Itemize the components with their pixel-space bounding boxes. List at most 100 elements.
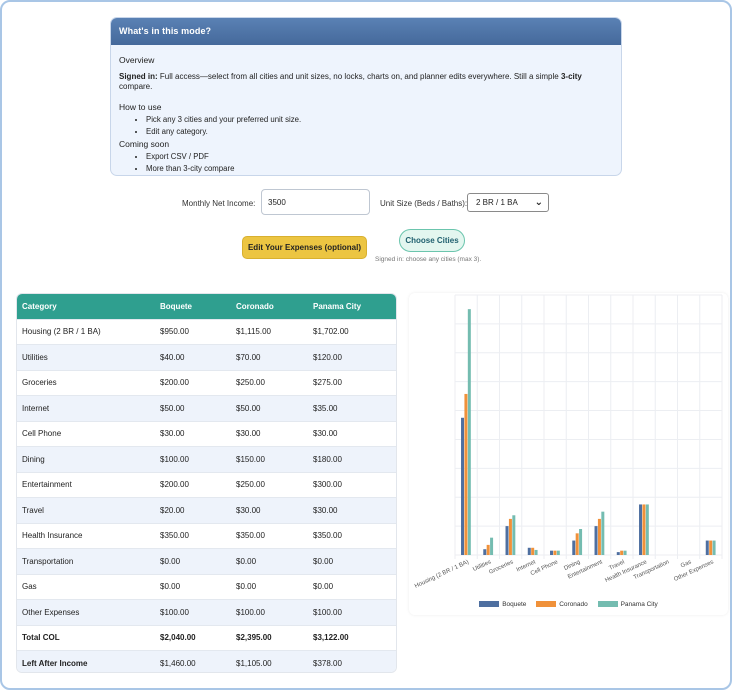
- row-value[interactable]: $30.00: [231, 497, 308, 523]
- cost-table: Category Boquete Coronado Panama City Ho…: [16, 293, 397, 673]
- row-value[interactable]: $50.00: [231, 395, 308, 421]
- row-value[interactable]: $30.00: [308, 420, 396, 447]
- row-value[interactable]: $350.00: [308, 522, 396, 549]
- bar-boquete[interactable]: [527, 547, 531, 555]
- row-category: Left After Income: [17, 650, 155, 672]
- choose-cities-button[interactable]: Choose Cities: [399, 229, 465, 252]
- chart-legend[interactable]: Boquete Coronado Panama City: [409, 601, 728, 608]
- bar-boquete[interactable]: [616, 552, 620, 555]
- bar-coronado[interactable]: [486, 544, 490, 555]
- bar-boquete[interactable]: [705, 540, 709, 555]
- cities-note: Signed in: choose any cities (max 3).: [375, 256, 482, 263]
- compare-text: compare.: [119, 82, 153, 92]
- bar-panama-city[interactable]: [512, 515, 516, 555]
- bar-boquete[interactable]: [550, 550, 554, 555]
- row-value[interactable]: $2,040.00: [155, 624, 231, 651]
- info-title: What's in this mode?: [111, 18, 621, 45]
- row-value[interactable]: $100.00: [155, 599, 231, 625]
- bar-boquete[interactable]: [483, 549, 487, 555]
- soon-item: More than 3-city compare: [146, 164, 613, 173]
- row-value[interactable]: $150.00: [231, 446, 308, 472]
- row-category: Travel: [17, 497, 155, 523]
- row-value[interactable]: $275.00: [308, 369, 396, 396]
- bar-coronado[interactable]: [508, 518, 512, 555]
- edit-expenses-button[interactable]: Edit Your Expenses (optional): [242, 236, 367, 259]
- row-value[interactable]: $30.00: [231, 420, 308, 447]
- row-value[interactable]: $35.00: [308, 395, 396, 421]
- row-value[interactable]: $250.00: [231, 471, 308, 498]
- row-value[interactable]: $20.00: [155, 497, 231, 523]
- row-value[interactable]: $1,702.00: [308, 318, 396, 345]
- row-value[interactable]: $200.00: [155, 369, 231, 396]
- row-value[interactable]: $100.00: [155, 446, 231, 472]
- row-value[interactable]: $300.00: [308, 471, 396, 498]
- row-value[interactable]: $378.00: [308, 650, 396, 672]
- legend-item-boquete[interactable]: Boquete: [479, 601, 526, 608]
- bar-panama-city[interactable]: [579, 529, 583, 555]
- unit-size-value: 2 BR / 1 BA: [476, 198, 518, 207]
- row-value[interactable]: $50.00: [155, 395, 231, 421]
- row-value[interactable]: $30.00: [308, 497, 396, 523]
- unit-size-select[interactable]: 2 BR / 1 BA ⌄: [467, 193, 549, 212]
- bar-panama-city[interactable]: [534, 549, 538, 555]
- table-row: Health Insurance $350.00 $350.00 $350.00: [17, 522, 396, 549]
- bar-coronado[interactable]: [553, 550, 557, 555]
- table-row: Entertainment $200.00 $250.00 $300.00: [17, 471, 396, 498]
- bar-panama-city[interactable]: [556, 550, 560, 555]
- bar-coronado[interactable]: [575, 533, 579, 555]
- row-value[interactable]: $120.00: [308, 344, 396, 370]
- bar-panama-city[interactable]: [712, 540, 716, 555]
- row-category: Groceries: [17, 369, 155, 396]
- row-value[interactable]: $250.00: [231, 369, 308, 396]
- row-value[interactable]: $0.00: [155, 573, 231, 600]
- table-row: Internet $50.00 $50.00 $35.00: [17, 395, 396, 421]
- bar-coronado[interactable]: [531, 547, 535, 555]
- row-value[interactable]: $1,115.00: [231, 318, 308, 345]
- row-value[interactable]: $70.00: [231, 344, 308, 370]
- row-value[interactable]: $350.00: [231, 522, 308, 549]
- row-value[interactable]: $200.00: [155, 471, 231, 498]
- row-value[interactable]: $0.00: [231, 573, 308, 600]
- bar-boquete[interactable]: [594, 526, 598, 555]
- row-value[interactable]: $0.00: [308, 573, 396, 600]
- bar-boquete[interactable]: [572, 540, 576, 555]
- row-value[interactable]: $0.00: [308, 548, 396, 574]
- row-value[interactable]: $0.00: [155, 548, 231, 574]
- row-value[interactable]: $0.00: [231, 548, 308, 574]
- how-item: Edit any category.: [146, 127, 613, 136]
- bar-panama-city[interactable]: [601, 511, 605, 555]
- row-category: Housing (2 BR / 1 BA): [17, 318, 155, 345]
- row-value[interactable]: $100.00: [308, 599, 396, 625]
- bar-coronado[interactable]: [709, 540, 713, 555]
- bar-panama-city[interactable]: [623, 550, 627, 555]
- mode-info-panel: What's in this mode? Overview Signed in:…: [110, 17, 622, 176]
- row-value[interactable]: $350.00: [155, 522, 231, 549]
- bar-coronado[interactable]: [642, 504, 646, 555]
- row-value[interactable]: $180.00: [308, 446, 396, 472]
- row-value[interactable]: $40.00: [155, 344, 231, 370]
- row-value[interactable]: $1,105.00: [231, 650, 308, 672]
- bar-coronado[interactable]: [620, 550, 624, 555]
- row-value[interactable]: $950.00: [155, 318, 231, 345]
- row-value[interactable]: $100.00: [231, 599, 308, 625]
- row-value[interactable]: $2,395.00: [231, 624, 308, 651]
- legend-item-panama-city[interactable]: Panama City: [597, 601, 658, 608]
- x-tick-label: Other Expenses: [673, 559, 715, 583]
- row-value[interactable]: $1,460.00: [155, 650, 231, 672]
- bar-boquete[interactable]: [505, 526, 509, 555]
- bar-coronado[interactable]: [464, 393, 468, 555]
- bar-boquete[interactable]: [461, 417, 465, 555]
- row-value[interactable]: $3,122.00: [308, 624, 396, 651]
- row-value[interactable]: $30.00: [155, 420, 231, 447]
- table-row: Utilities $40.00 $70.00 $120.00: [17, 344, 396, 370]
- income-input[interactable]: 3500: [261, 189, 370, 215]
- legend-item-coronado[interactable]: Coronado: [536, 601, 588, 608]
- bar-panama-city[interactable]: [490, 537, 494, 555]
- bar-coronado[interactable]: [597, 518, 601, 555]
- bar-panama-city[interactable]: [467, 309, 471, 555]
- bar-boquete[interactable]: [639, 504, 643, 555]
- bar-panama-city[interactable]: [645, 504, 649, 555]
- how-item: Pick any 3 cities and your preferred uni…: [146, 115, 613, 124]
- legend-swatch: [597, 601, 618, 608]
